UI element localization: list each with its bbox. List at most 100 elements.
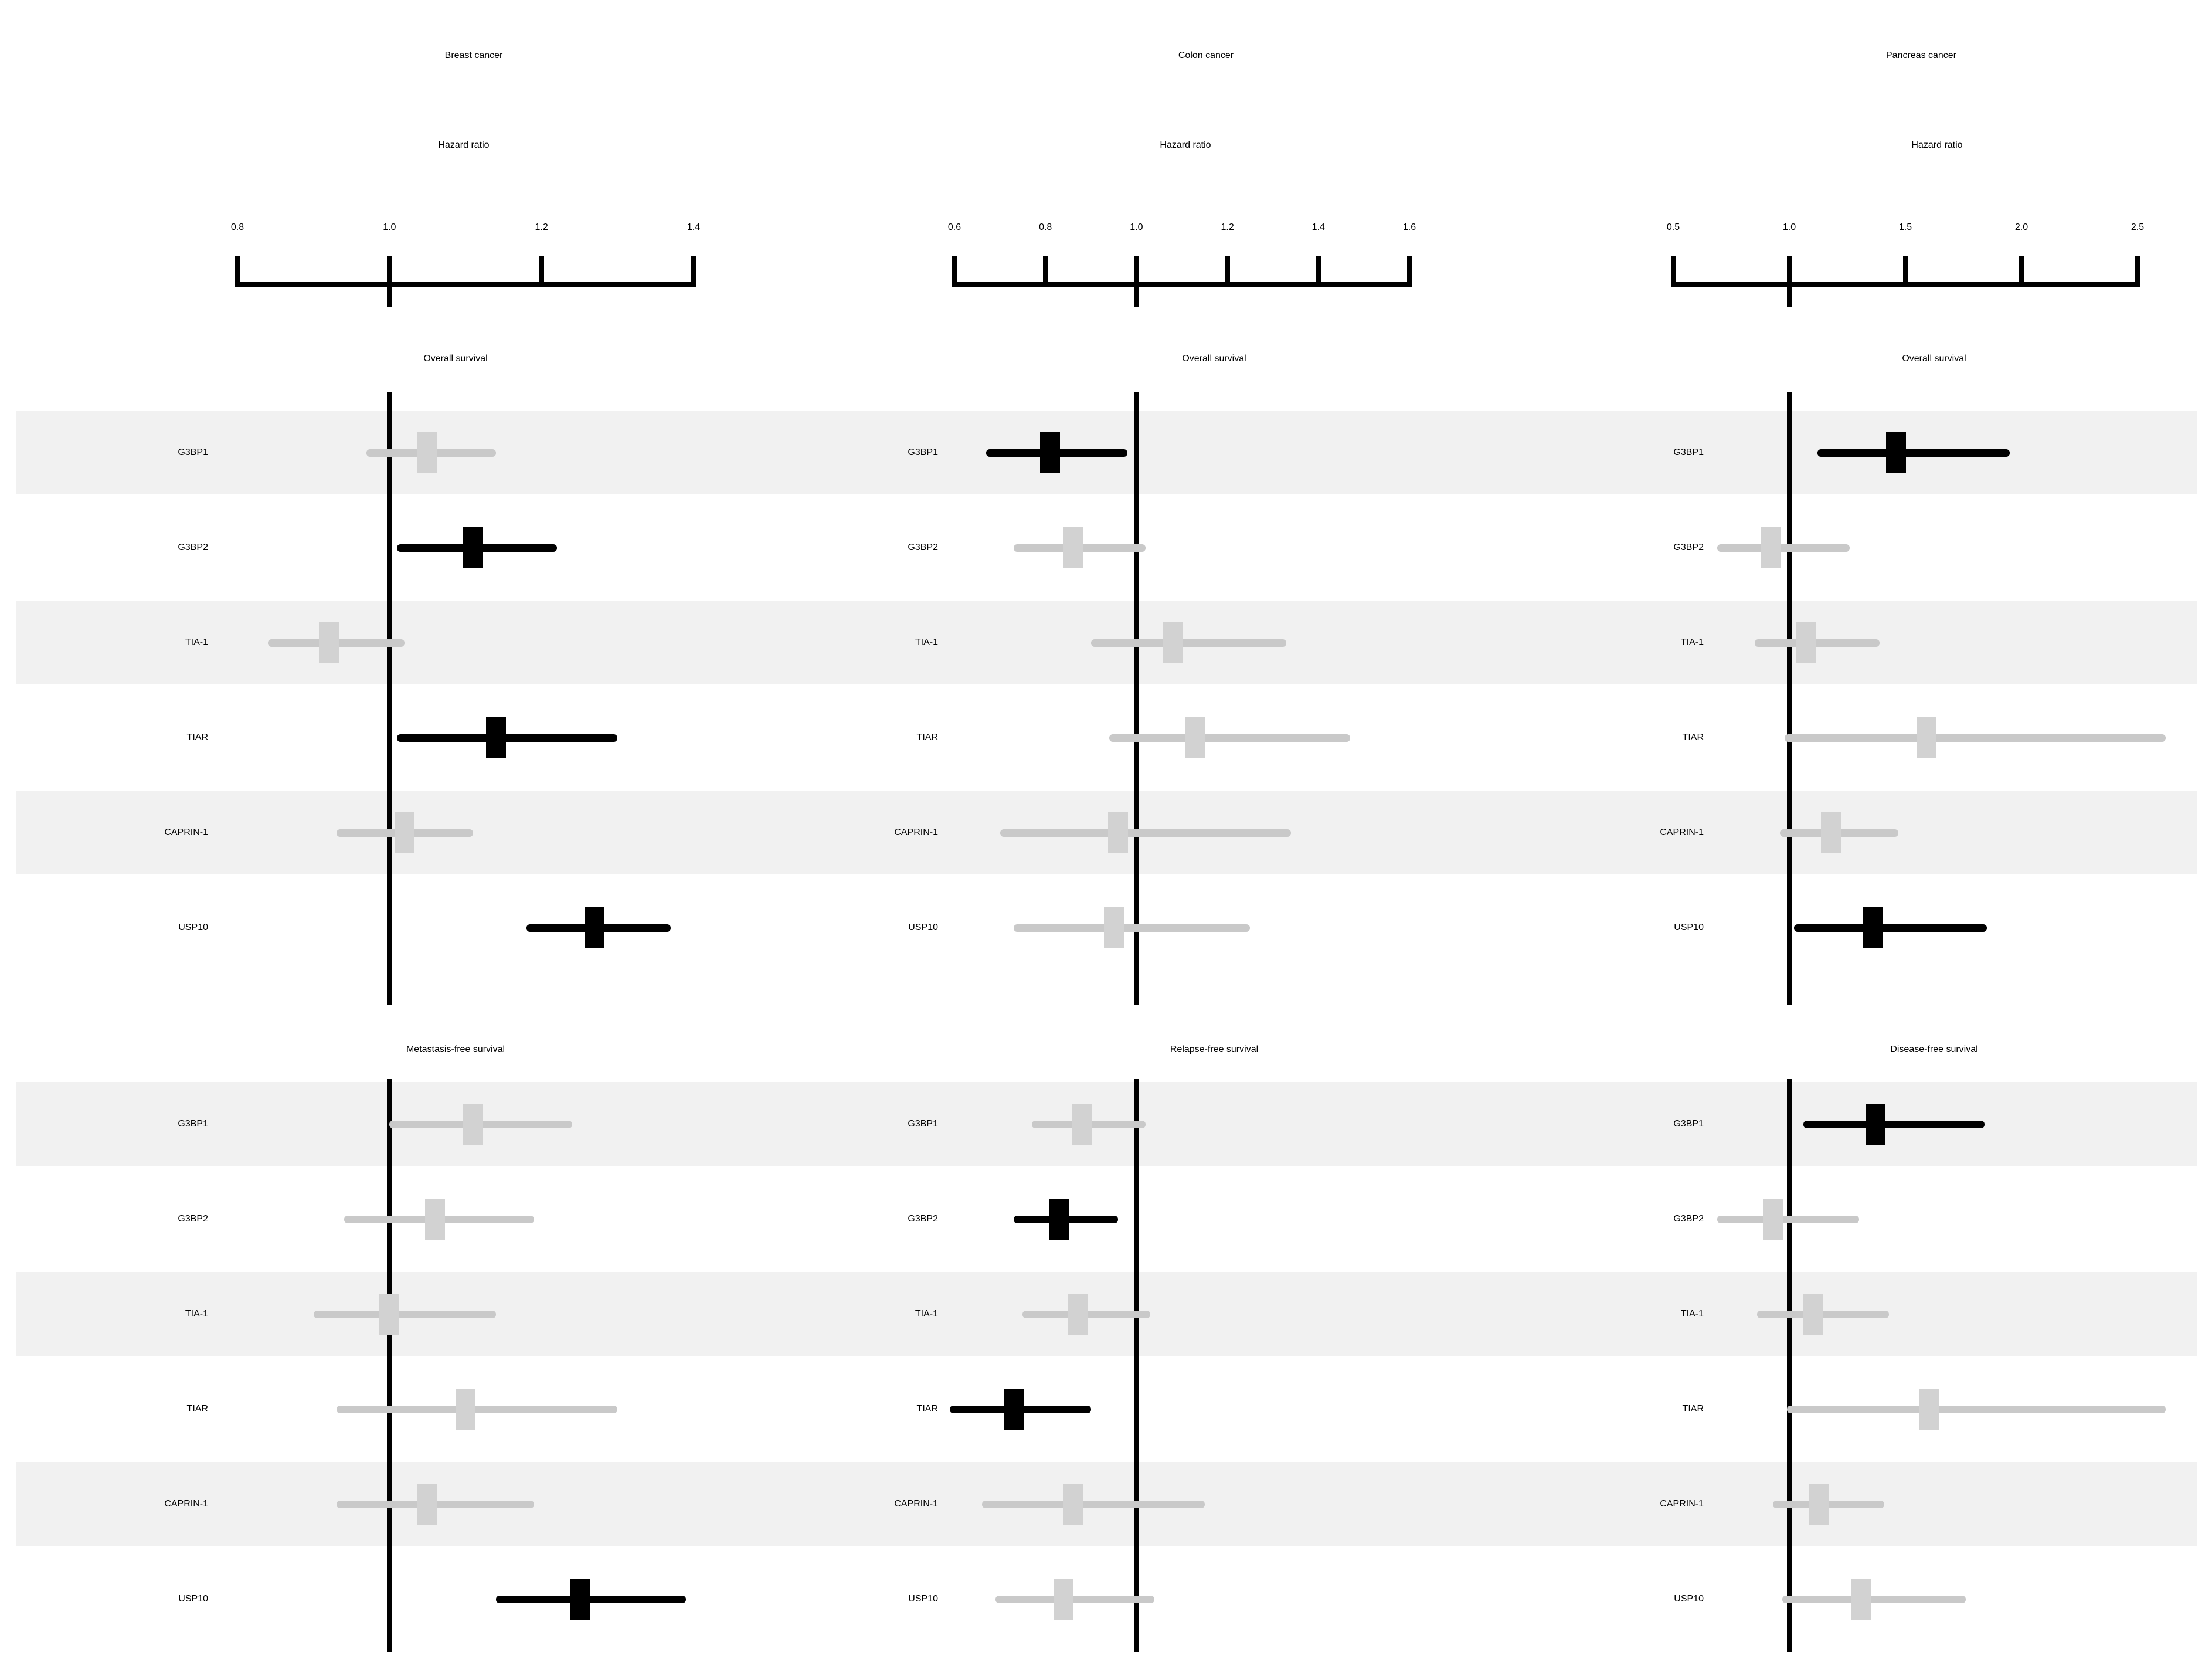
hr-marker bbox=[585, 907, 605, 948]
ci-line bbox=[1803, 1120, 1985, 1128]
ci-line bbox=[1109, 734, 1351, 742]
axis-tick bbox=[1902, 256, 1908, 284]
ci-line bbox=[1013, 924, 1251, 932]
hr-marker bbox=[1761, 527, 1781, 568]
axis-title: Hazard ratio bbox=[1160, 140, 1211, 150]
hr-marker bbox=[1918, 1389, 1939, 1430]
tick-label: 1.4 bbox=[687, 222, 701, 232]
panel-subtitle: Overall survival bbox=[423, 354, 488, 364]
gene-label: TIA-1 bbox=[915, 1309, 938, 1319]
hr-marker bbox=[1821, 812, 1841, 853]
gene-label: TIAR bbox=[186, 732, 208, 742]
gene-label: TIA-1 bbox=[1680, 1309, 1704, 1319]
column-title: Colon cancer bbox=[1178, 50, 1234, 60]
tick-label: 1.2 bbox=[535, 222, 548, 232]
axis-tick bbox=[386, 256, 392, 307]
hr-marker bbox=[1054, 1579, 1074, 1620]
tick-label: 0.6 bbox=[947, 222, 961, 232]
axis-tick bbox=[2135, 256, 2140, 284]
reference-line bbox=[1134, 392, 1139, 1005]
hr-marker bbox=[379, 1294, 400, 1335]
hr-marker bbox=[485, 717, 506, 758]
tick-label: 2.5 bbox=[2131, 222, 2145, 232]
ci-line bbox=[1782, 1595, 1966, 1603]
hr-marker bbox=[417, 432, 438, 473]
gene-label: TIA-1 bbox=[1680, 637, 1704, 647]
axis-tick bbox=[235, 256, 240, 284]
hr-marker bbox=[463, 1104, 483, 1145]
gene-label: USP10 bbox=[1674, 1594, 1704, 1604]
ci-line bbox=[1090, 639, 1287, 647]
gene-label: USP10 bbox=[1674, 922, 1704, 932]
hr-marker bbox=[395, 812, 415, 853]
tick-label: 0.8 bbox=[230, 222, 244, 232]
hr-marker bbox=[1851, 1579, 1871, 1620]
hr-marker bbox=[1103, 907, 1124, 948]
gene-label: TIA-1 bbox=[185, 1309, 208, 1319]
gene-label: USP10 bbox=[178, 1594, 208, 1604]
ci-line bbox=[1717, 1215, 1859, 1223]
gene-label: CAPRIN-1 bbox=[894, 1499, 938, 1509]
reference-line bbox=[1787, 392, 1792, 1005]
gene-label: CAPRIN-1 bbox=[1660, 827, 1704, 837]
hr-marker bbox=[1072, 1104, 1092, 1145]
hr-marker bbox=[1185, 717, 1206, 758]
axis-tick bbox=[691, 256, 696, 284]
ci-line bbox=[1817, 449, 2010, 457]
hr-marker bbox=[1062, 527, 1083, 568]
hr-marker bbox=[1886, 432, 1907, 473]
gene-label: USP10 bbox=[908, 1594, 938, 1604]
panel-subtitle: Overall survival bbox=[1182, 354, 1246, 364]
hr-marker bbox=[463, 527, 483, 568]
axis-title: Hazard ratio bbox=[438, 140, 490, 150]
hr-marker bbox=[318, 622, 339, 663]
axis-tick bbox=[1786, 256, 1792, 307]
gene-label: G3BP2 bbox=[908, 542, 938, 552]
hr-marker bbox=[1809, 1484, 1830, 1525]
tick-label: 1.6 bbox=[1402, 222, 1416, 232]
ci-line bbox=[981, 1500, 1205, 1508]
gene-label: G3BP2 bbox=[1673, 1214, 1704, 1224]
gene-label: TIAR bbox=[186, 1404, 208, 1414]
tick-label: 0.5 bbox=[1666, 222, 1680, 232]
gene-label: CAPRIN-1 bbox=[1660, 1499, 1704, 1509]
panel-subtitle: Overall survival bbox=[1902, 354, 1966, 364]
hr-marker bbox=[1067, 1294, 1088, 1335]
column-title: Pancreas cancer bbox=[1885, 50, 1957, 60]
column-title: Breast cancer bbox=[444, 50, 503, 60]
gene-label: USP10 bbox=[178, 922, 208, 932]
tick-label: 1.0 bbox=[1130, 222, 1143, 232]
tick-label: 0.8 bbox=[1039, 222, 1052, 232]
axis-tick bbox=[539, 256, 545, 284]
gene-label: G3BP2 bbox=[178, 1214, 208, 1224]
gene-label: G3BP2 bbox=[1673, 542, 1704, 552]
gene-label: TIAR bbox=[1682, 732, 1704, 742]
hr-marker bbox=[569, 1579, 590, 1620]
ci-line bbox=[1785, 734, 2166, 742]
ci-line bbox=[336, 1405, 618, 1413]
gene-label: TIAR bbox=[916, 732, 938, 742]
gene-label: CAPRIN-1 bbox=[164, 1499, 208, 1509]
axis-tick bbox=[1316, 256, 1321, 284]
ci-line bbox=[495, 1595, 687, 1603]
panel-subtitle: Metastasis-free survival bbox=[406, 1044, 505, 1054]
axis-title: Hazard ratio bbox=[1911, 140, 1963, 150]
tick-label: 1.0 bbox=[1782, 222, 1796, 232]
axis-tick bbox=[1133, 256, 1139, 307]
gene-label: TIAR bbox=[916, 1404, 938, 1414]
gene-label: G3BP1 bbox=[908, 447, 938, 457]
ci-line bbox=[1717, 544, 1850, 552]
hr-marker bbox=[1108, 812, 1129, 853]
ci-line bbox=[1756, 1310, 1890, 1318]
reference-line bbox=[387, 392, 392, 1005]
ci-line bbox=[1000, 829, 1292, 837]
tick-label: 1.2 bbox=[1221, 222, 1234, 232]
axis-line bbox=[1671, 281, 2140, 287]
hr-marker bbox=[1049, 1199, 1069, 1240]
reference-line bbox=[387, 1079, 392, 1652]
panel-subtitle: Disease-free survival bbox=[1890, 1044, 1978, 1054]
axis-line bbox=[235, 281, 696, 287]
axis-tick bbox=[952, 256, 957, 284]
gene-label: G3BP1 bbox=[1673, 447, 1704, 457]
